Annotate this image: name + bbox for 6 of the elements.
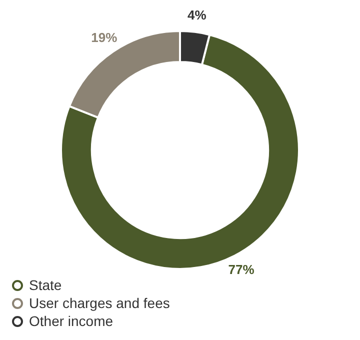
legend-label: User charges and fees [29,295,170,311]
legend-label: State [29,277,62,293]
data-label: 77% [228,262,255,277]
data-label: 19% [91,30,118,45]
data-label: 4% [188,8,207,23]
legend-label: Other income [29,313,114,329]
